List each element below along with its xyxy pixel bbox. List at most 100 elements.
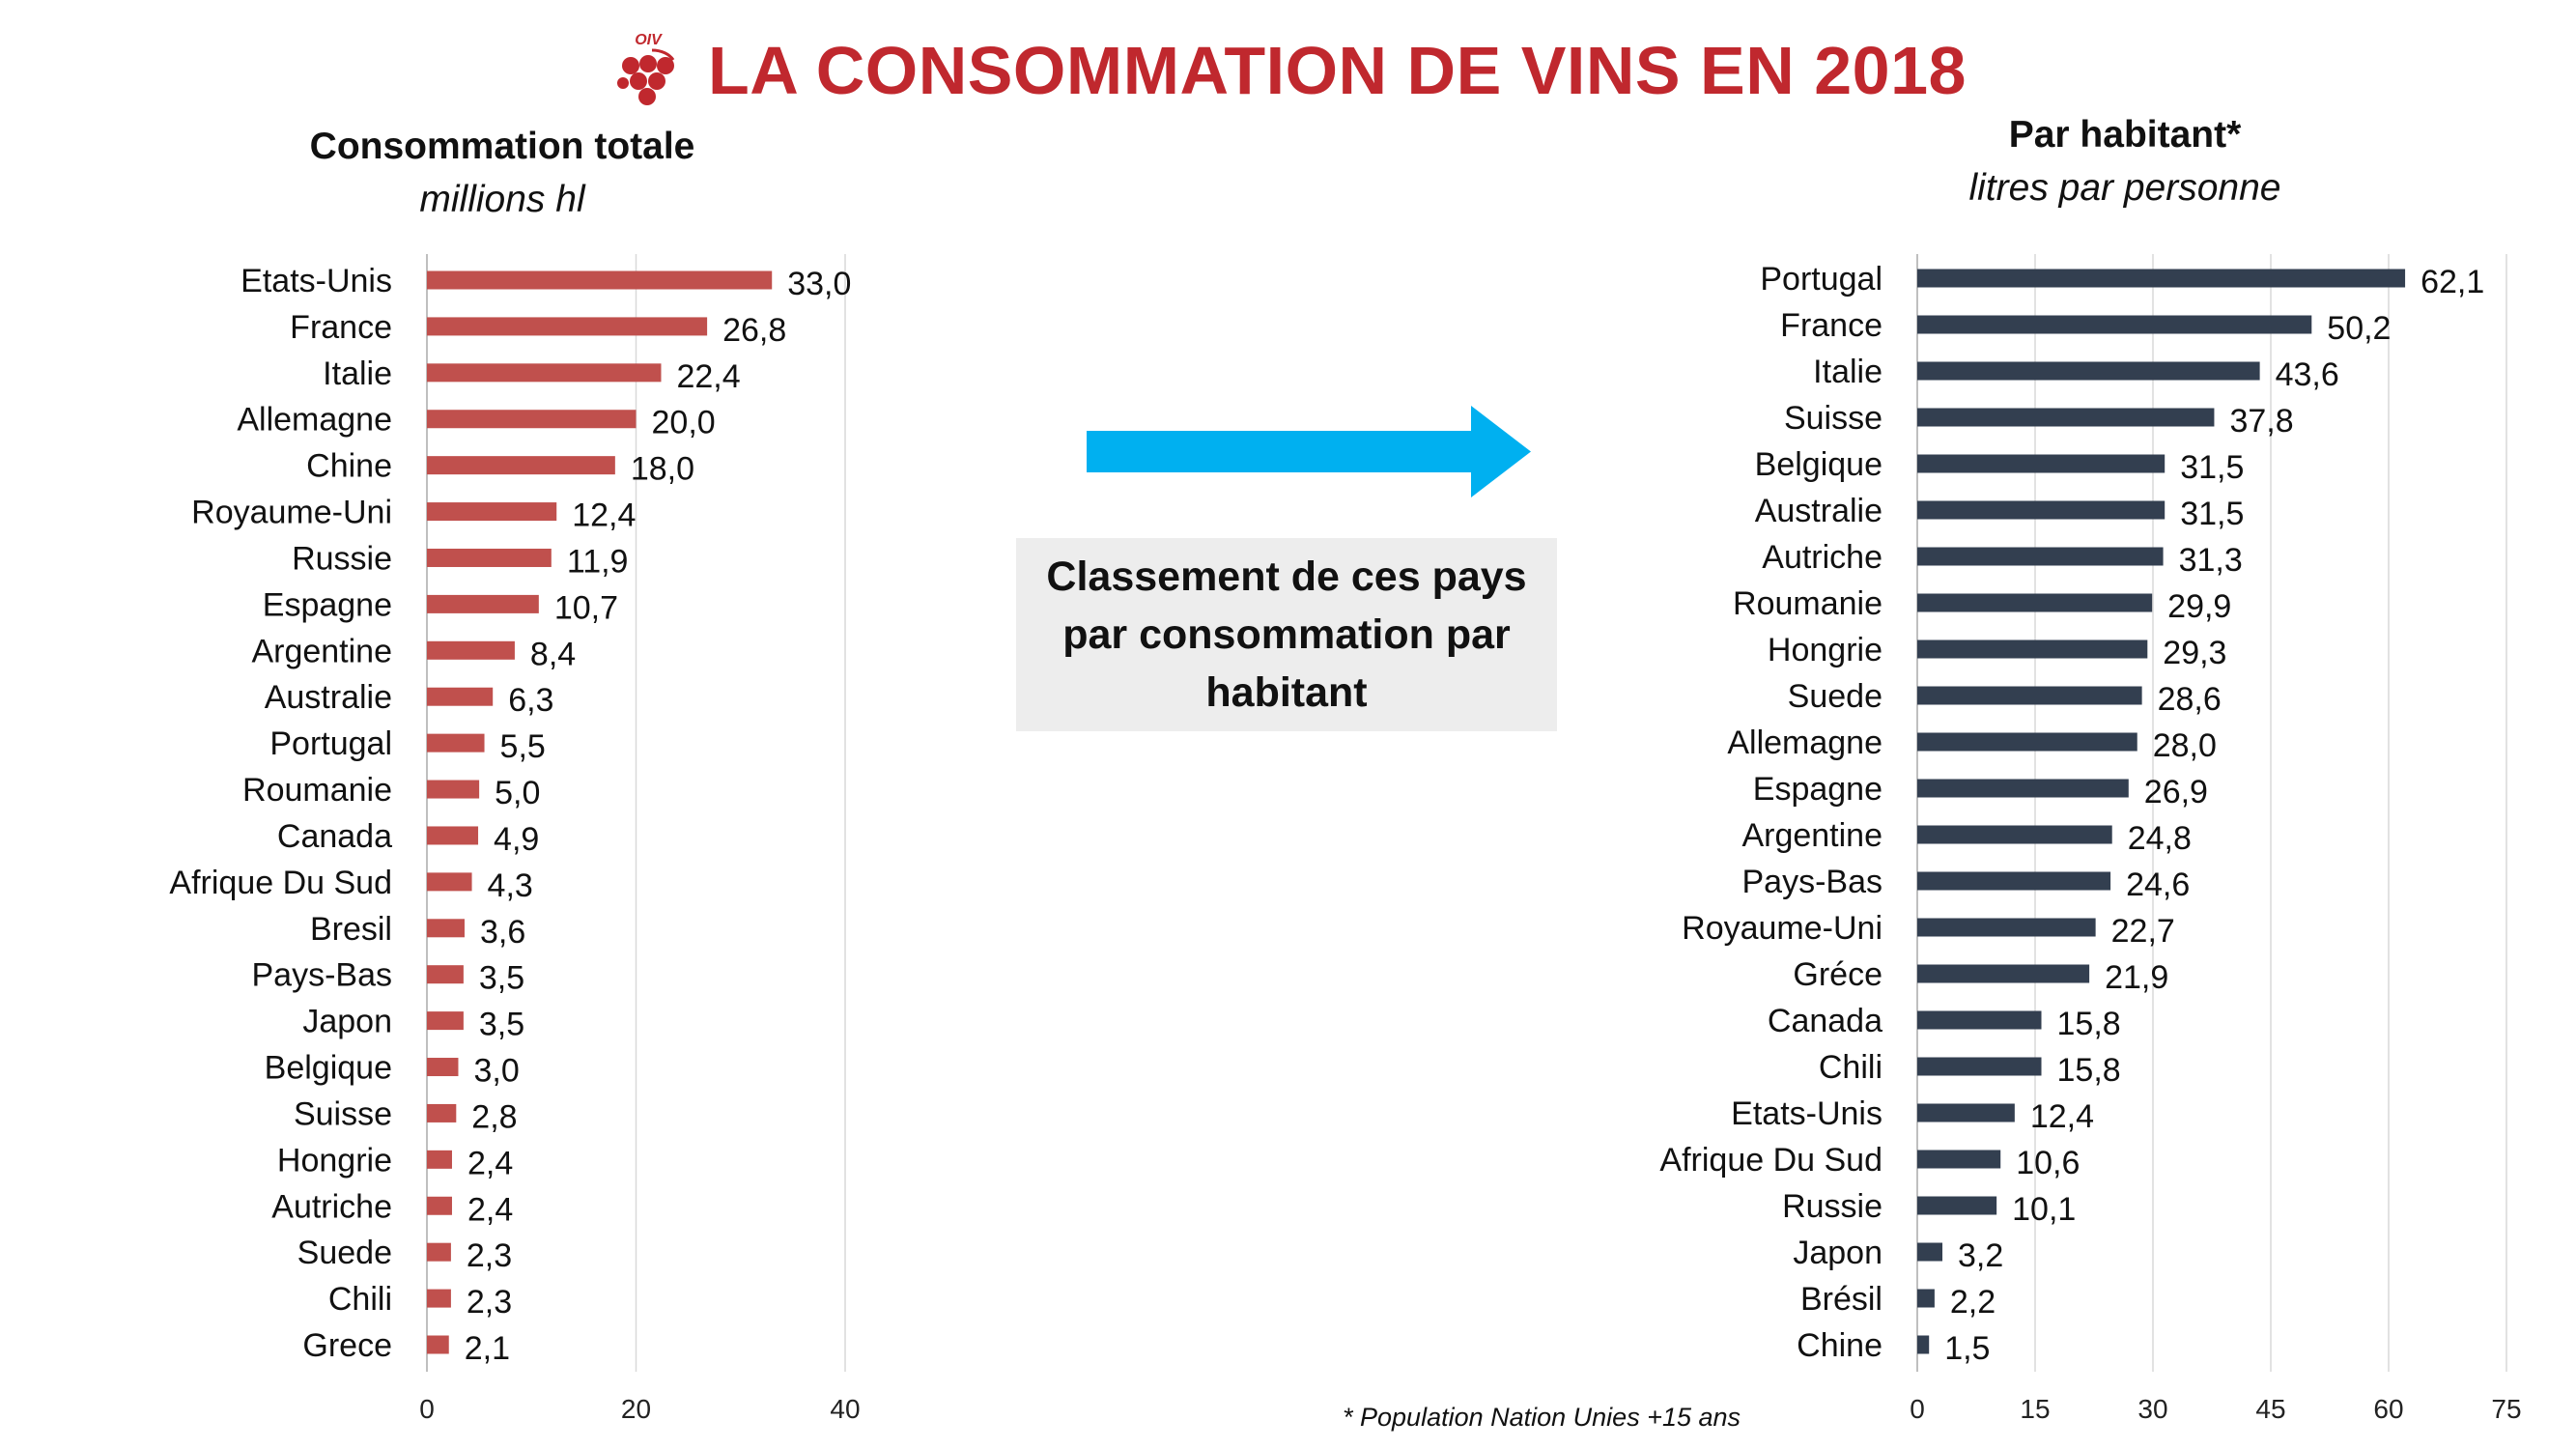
left-chart-subtitle: millions hl: [419, 179, 585, 220]
value-label: 24,6: [2126, 867, 2190, 903]
value-label: 3,5: [479, 1007, 524, 1043]
value-label: 22,4: [676, 358, 740, 395]
value-label: 20,0: [652, 405, 716, 441]
value-label: 4,9: [494, 821, 539, 858]
value-label: 5,5: [500, 728, 546, 765]
category-label: Autriche: [1762, 539, 1882, 576]
value-label: 62,1: [2420, 264, 2484, 300]
category-label: Canada: [1768, 1003, 1882, 1039]
value-label: 21,9: [2105, 959, 2168, 996]
value-label: 43,6: [2276, 356, 2339, 393]
bar: [1917, 454, 2166, 473]
category-label: Italie: [1813, 354, 1882, 390]
category-label: Russie: [1782, 1188, 1882, 1225]
bar: [1917, 1010, 2042, 1030]
category-label: Royaume-Uni: [191, 495, 392, 531]
x-tick-label: 40: [830, 1394, 860, 1424]
value-label: 12,4: [572, 497, 636, 534]
category-label: Etats-Unis: [1731, 1095, 1882, 1132]
value-label: 10,6: [2016, 1145, 2080, 1181]
value-label: 2,8: [471, 1098, 517, 1135]
category-label: Belgique: [1755, 446, 1882, 483]
category-label: Hongrie: [277, 1142, 392, 1179]
category-label: Portugal: [1760, 261, 1882, 298]
category-label: Roumanie: [242, 772, 392, 809]
bar: [1917, 1196, 1997, 1215]
category-label: Brésil: [1800, 1281, 1882, 1318]
category-label: France: [290, 309, 392, 346]
category-label: Chili: [328, 1281, 392, 1318]
category-label: Afrique Du Sud: [169, 865, 392, 901]
category-label: Roumanie: [1733, 585, 1882, 622]
page-title: LA CONSOMMATION DE VINS EN 2018: [708, 33, 1967, 108]
bar: [427, 270, 773, 290]
bar: [1917, 361, 2260, 381]
value-label: 10,1: [2012, 1191, 2076, 1228]
value-label: 33,0: [787, 266, 851, 302]
value-label: 3,5: [479, 960, 524, 997]
footnote: * Population Nation Unies +15 ans: [1343, 1403, 1741, 1432]
value-label: 26,9: [2144, 774, 2208, 810]
bar: [427, 1058, 459, 1077]
value-label: 4,3: [488, 867, 533, 904]
category-label: Grece: [302, 1327, 392, 1364]
value-label: 2,3: [467, 1237, 512, 1274]
right-chart-title: Par habitant*: [2008, 114, 2242, 156]
bar: [1917, 408, 2215, 427]
category-label: Argentine: [251, 633, 392, 669]
bar: [427, 733, 485, 753]
bar: [1917, 593, 2153, 612]
value-label: 12,4: [2030, 1098, 2094, 1135]
x-tick-label: 75: [2491, 1394, 2521, 1424]
bar: [1917, 315, 2312, 334]
bar: [1917, 1335, 1930, 1354]
bar: [1917, 1150, 2001, 1169]
value-label: 2,2: [1950, 1284, 1996, 1321]
value-label: 37,8: [2229, 403, 2293, 440]
ranking-callout: Classement de ces pays par consommation …: [1016, 538, 1557, 731]
category-label: Russie: [292, 540, 392, 577]
bar: [427, 1289, 451, 1308]
bar: [1917, 825, 2112, 844]
category-label: Argentine: [1741, 817, 1882, 854]
value-label: 3,0: [473, 1053, 519, 1090]
bar: [1917, 1057, 2042, 1076]
header: OIV LA CONSOMMATION DE VINS EN 2018: [0, 17, 2576, 124]
bar: [427, 1103, 457, 1122]
bar: [1917, 639, 2148, 659]
category-label: Hongrie: [1768, 632, 1882, 668]
bar: [1917, 547, 2164, 566]
right-chart-subtitle: litres par personne: [1968, 167, 2281, 209]
value-label: 22,7: [2111, 913, 2175, 950]
x-tick-label: 60: [2373, 1394, 2403, 1424]
bar: [427, 594, 539, 613]
value-label: 5,0: [495, 775, 540, 811]
x-tick-label: 0: [419, 1394, 435, 1424]
category-label: Italie: [323, 355, 392, 392]
bar: [1917, 732, 2137, 752]
value-label: 11,9: [567, 543, 629, 580]
category-label: Suede: [297, 1235, 392, 1271]
bar: [427, 965, 464, 984]
category-label: Chine: [306, 448, 392, 485]
category-label: France: [1780, 307, 1882, 344]
category-label: Australie: [265, 679, 392, 716]
right-arrow-icon: [1087, 406, 1531, 497]
category-label: Espagne: [263, 586, 392, 623]
bar: [1917, 1103, 2015, 1122]
category-label: Canada: [277, 818, 392, 855]
category-label: Afrique Du Sud: [1659, 1142, 1882, 1179]
x-tick-label: 20: [621, 1394, 651, 1424]
bar: [427, 410, 637, 429]
value-label: 2,1: [465, 1330, 510, 1367]
value-label: 28,6: [2158, 681, 2222, 718]
category-label: Japon: [302, 1004, 392, 1040]
category-label: Suisse: [1784, 400, 1882, 437]
category-label: Belgique: [265, 1050, 392, 1087]
bar: [427, 1011, 464, 1031]
bar: [427, 780, 480, 799]
value-label: 29,3: [2163, 635, 2226, 671]
category-label: Espagne: [1753, 771, 1882, 808]
